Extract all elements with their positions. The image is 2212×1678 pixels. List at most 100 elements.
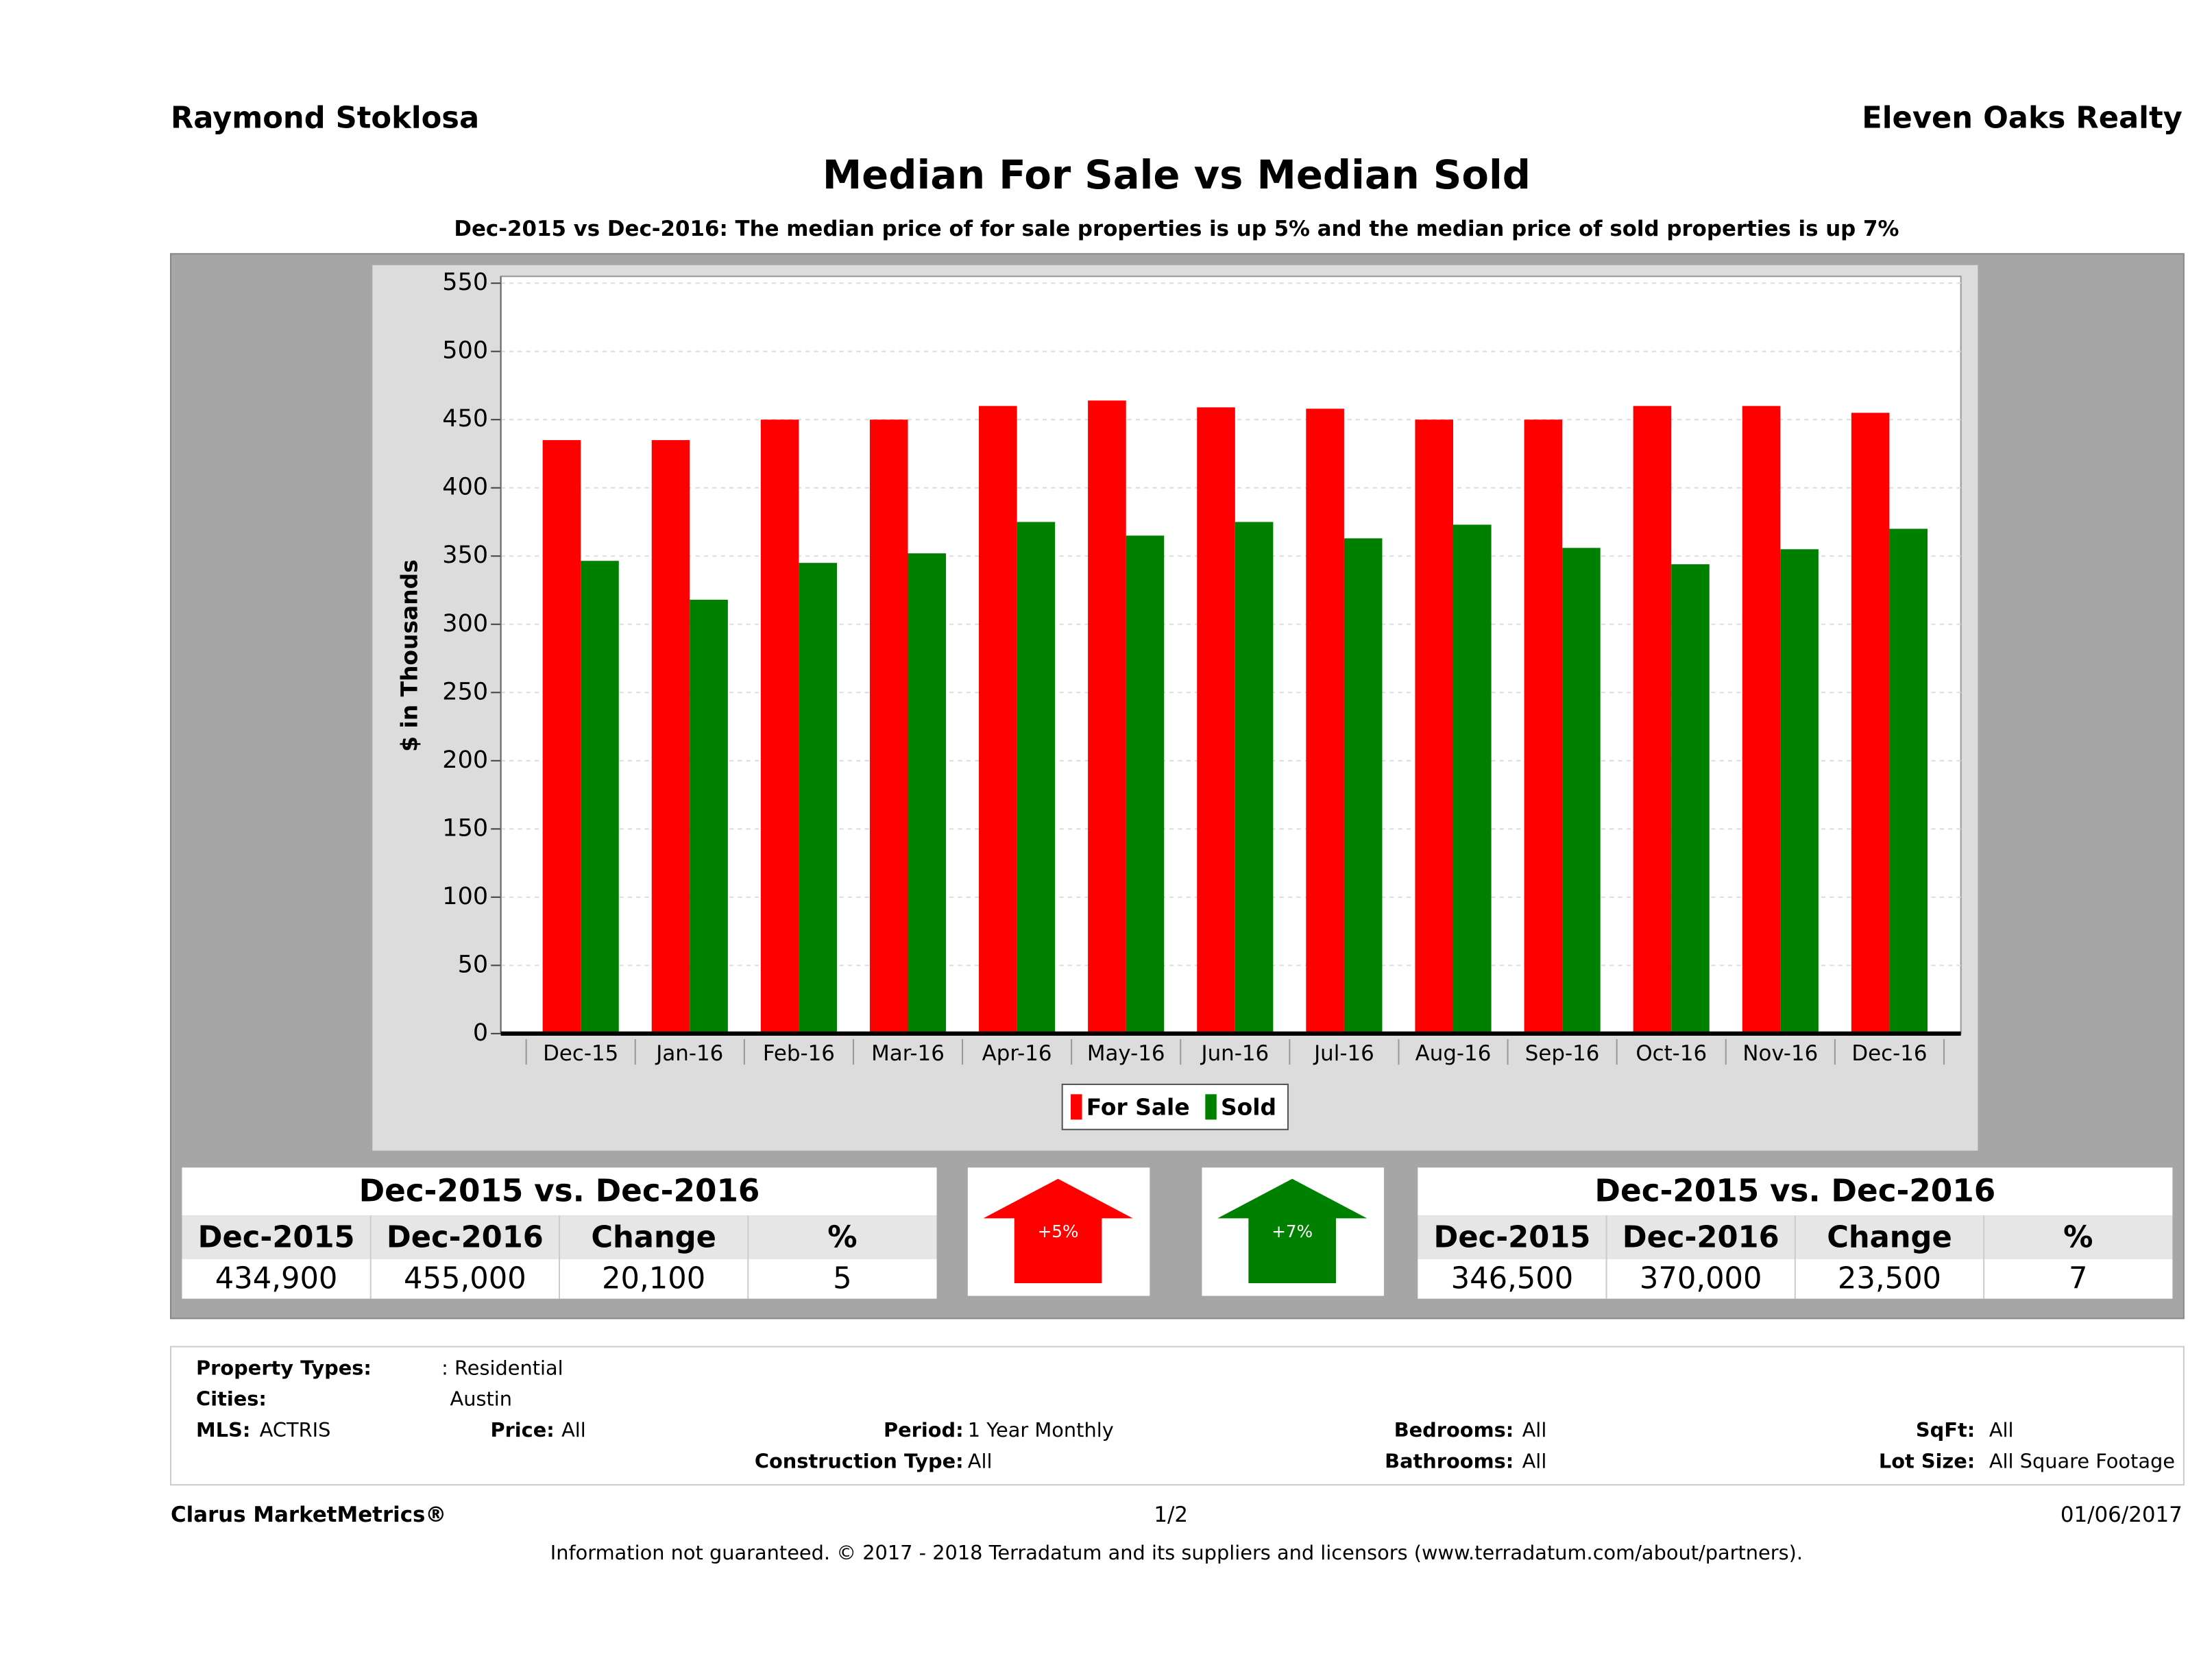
table-header: Dec-2016 — [1622, 1221, 1779, 1255]
y-tick-label: 300 — [442, 610, 488, 637]
table-title-row — [182, 1167, 937, 1216]
change-arrow — [1217, 1178, 1368, 1283]
bar — [869, 420, 908, 1034]
filter-label: Cities: — [196, 1387, 267, 1411]
table-header: Dec-2016 — [387, 1221, 544, 1255]
footer-brand: Clarus MarketMetrics® — [171, 1503, 446, 1527]
table-value: 20,100 — [602, 1261, 705, 1296]
chart-title: Median For Sale vs Median Sold — [823, 152, 1531, 198]
filter-value: 1 Year Monthly — [968, 1418, 1114, 1442]
table-header: % — [2063, 1221, 2093, 1255]
legend-label: Sold — [1221, 1093, 1276, 1120]
filter-label: Lot Size: — [1879, 1449, 1975, 1472]
filter-value: All — [968, 1449, 993, 1472]
bar — [1524, 420, 1563, 1034]
table-title-row — [1418, 1167, 2173, 1216]
x-tick-label: Jun-16 — [1200, 1041, 1269, 1066]
bar — [1780, 549, 1819, 1034]
x-tick-label: Sep-16 — [1525, 1041, 1600, 1066]
arrow-label: +7% — [1272, 1221, 1313, 1241]
bar — [1633, 406, 1672, 1034]
filter-value: Austin — [450, 1387, 513, 1411]
x-tick-label: Mar-16 — [871, 1041, 945, 1066]
y-tick-label: 250 — [442, 678, 488, 705]
bar — [1415, 420, 1454, 1034]
y-tick-label: 100 — [442, 883, 488, 910]
disclaimer: Information not guaranteed. © 2017 - 201… — [550, 1541, 1803, 1564]
filter-label: Property Types: — [196, 1356, 372, 1379]
bar — [581, 561, 619, 1034]
filter-label: MLS: — [196, 1418, 250, 1442]
filter-value: All — [561, 1418, 586, 1442]
x-tick-label: May-16 — [1087, 1041, 1165, 1066]
table-header: Dec-2015 — [198, 1221, 355, 1255]
x-tick-label: Dec-16 — [1851, 1041, 1927, 1066]
x-tick-label: Dec-15 — [543, 1041, 618, 1066]
bar — [1197, 407, 1235, 1034]
bar — [1671, 564, 1710, 1034]
bar — [799, 563, 837, 1034]
legend-swatch — [1071, 1094, 1082, 1120]
filter-label: Construction Type: — [755, 1449, 964, 1472]
report-date: 01/06/2017 — [2061, 1503, 2183, 1527]
bar — [1344, 538, 1383, 1034]
bar — [1088, 400, 1126, 1034]
table-title: Dec-2015 vs. Dec-2016 — [1594, 1172, 1995, 1208]
bar — [979, 406, 1017, 1034]
bar — [1562, 548, 1601, 1034]
legend — [1061, 1083, 1289, 1130]
filters-box — [169, 1346, 2185, 1486]
bar — [1851, 413, 1890, 1034]
bar — [1742, 406, 1781, 1034]
filter-value: ACTRIS — [260, 1418, 331, 1442]
y-axis-label: $ in Thousands — [396, 559, 422, 752]
filter-value: All — [1522, 1449, 1547, 1472]
bar — [1017, 522, 1056, 1034]
y-tick-label: 350 — [442, 542, 488, 569]
filter-label: Period: — [884, 1418, 964, 1442]
filter-label: Price: — [490, 1418, 554, 1442]
y-tick-label: 550 — [442, 269, 488, 296]
filter-label: Bathrooms: — [1385, 1449, 1514, 1472]
bar — [908, 553, 947, 1034]
y-tick-label: 150 — [442, 814, 488, 842]
bar — [1306, 409, 1344, 1034]
bar — [1126, 535, 1165, 1034]
company-name: Eleven Oaks Realty — [1862, 101, 2183, 135]
y-tick-label: 50 — [458, 951, 489, 978]
x-tick-label: Apr-16 — [982, 1041, 1052, 1066]
legend-label: For Sale — [1086, 1093, 1190, 1120]
table-value: 370,000 — [1640, 1261, 1762, 1296]
table-title: Dec-2015 vs. Dec-2016 — [359, 1172, 760, 1208]
table-value: 5 — [833, 1261, 851, 1296]
y-tick-label: 200 — [442, 746, 488, 774]
table-header: Change — [591, 1221, 716, 1255]
y-tick-label: 450 — [442, 405, 488, 433]
filter-value: All Square Footage — [1989, 1449, 2175, 1472]
y-tick-label: 0 — [473, 1019, 488, 1047]
x-tick-label: Nov-16 — [1742, 1041, 1818, 1066]
filter-label: SqFt: — [1916, 1418, 1975, 1442]
table-value: 455,000 — [404, 1261, 526, 1296]
table-header: % — [827, 1221, 857, 1255]
bar — [1235, 522, 1274, 1034]
page-number: 1/2 — [1154, 1503, 1188, 1527]
table-header: Change — [1827, 1221, 1952, 1255]
bar — [760, 420, 799, 1034]
bar — [1453, 524, 1492, 1034]
arrow-label: +5% — [1038, 1221, 1079, 1241]
filter-value: All — [1522, 1418, 1547, 1442]
legend-swatch — [1205, 1094, 1217, 1120]
y-tick-label: 400 — [442, 474, 488, 501]
x-tick-label: Oct-16 — [1636, 1041, 1707, 1066]
filter-value: : Residential — [441, 1356, 563, 1379]
x-tick-label: Jul-16 — [1313, 1041, 1374, 1066]
y-tick-label: 500 — [442, 337, 488, 365]
x-tick-label: Feb-16 — [763, 1041, 835, 1066]
filter-label: Bedrooms: — [1394, 1418, 1514, 1442]
bar — [542, 440, 581, 1034]
change-arrow — [983, 1178, 1133, 1283]
table-value: 7 — [2069, 1261, 2087, 1296]
filter-value: All — [1989, 1418, 2014, 1442]
